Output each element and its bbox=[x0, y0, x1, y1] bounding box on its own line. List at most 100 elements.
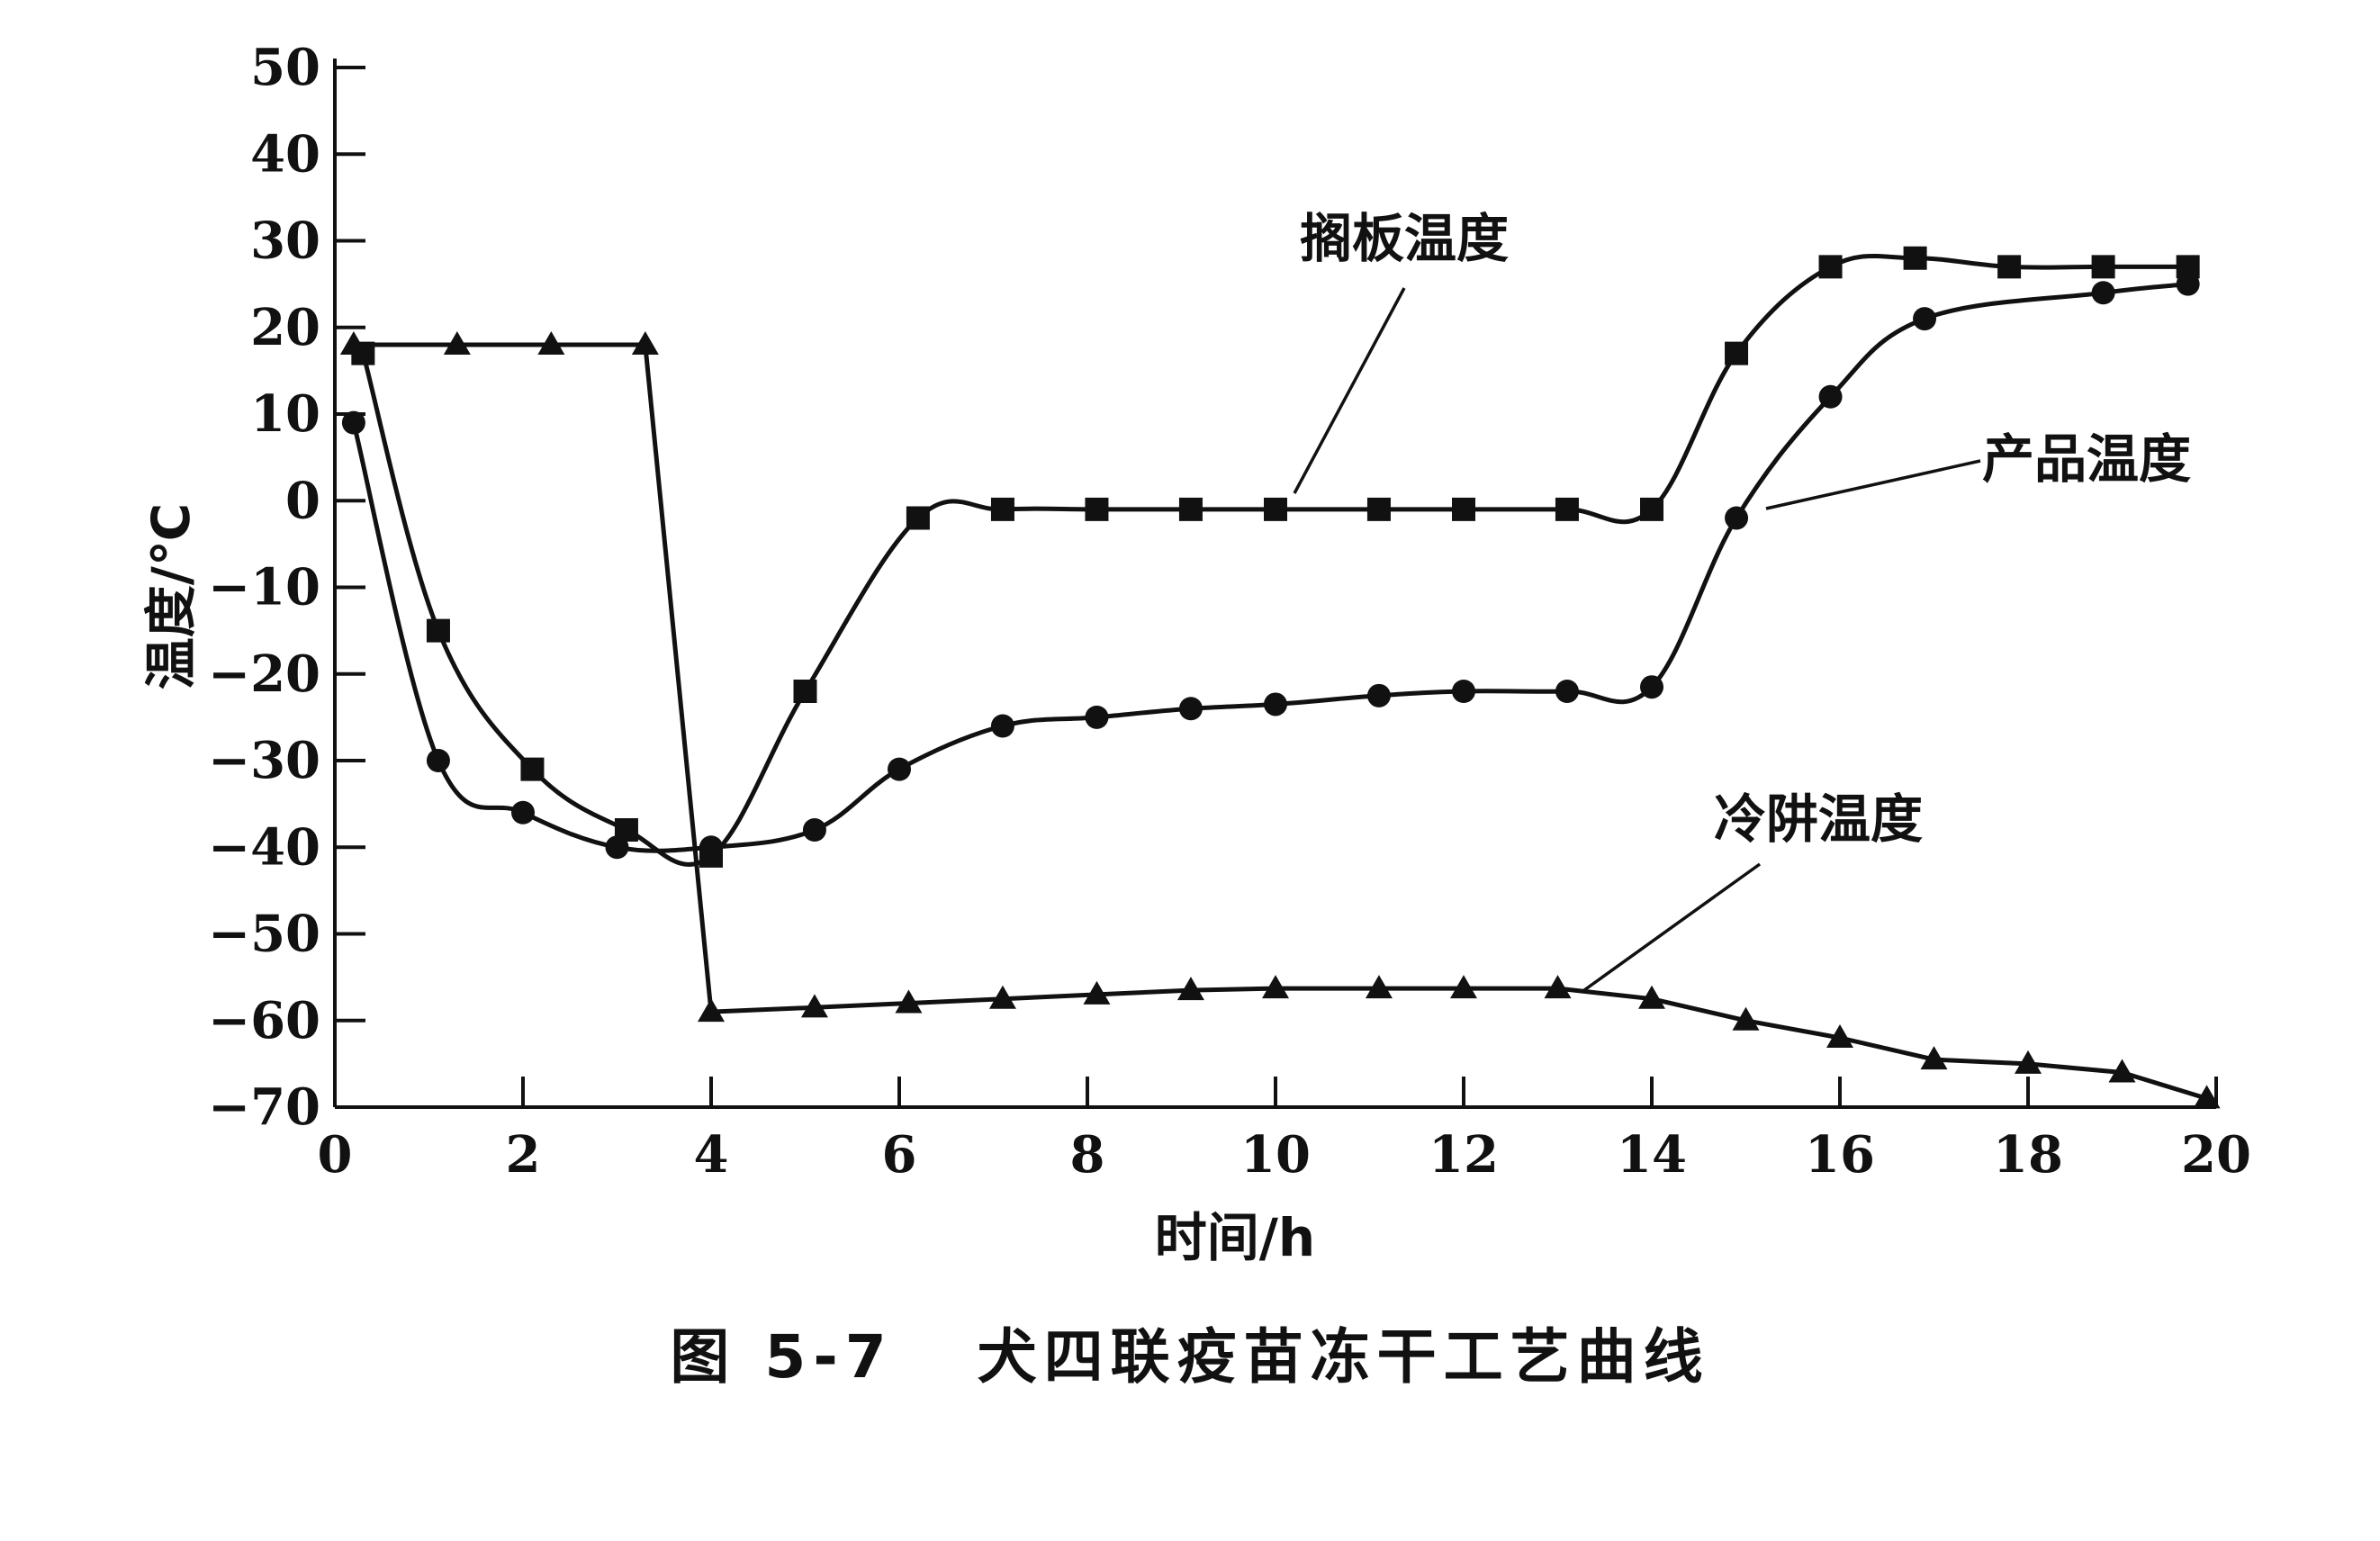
data-point-product bbox=[1555, 680, 1579, 703]
y-tick-label: −50 bbox=[208, 905, 320, 964]
y-axis-title: 温度/℃ bbox=[140, 503, 202, 689]
x-tick-label: 20 bbox=[2181, 1125, 2251, 1185]
annotation-label-cold-trap: 冷阱温度 bbox=[1714, 789, 1923, 850]
data-point-shelf bbox=[1555, 497, 1579, 521]
data-point-shelf bbox=[1452, 497, 1475, 521]
y-tick-label: −30 bbox=[208, 731, 320, 790]
data-point-cold-trap bbox=[631, 331, 659, 355]
data-point-shelf bbox=[1264, 497, 1287, 521]
data-point-cold-trap bbox=[1544, 975, 1572, 999]
data-point-product bbox=[511, 800, 535, 825]
data-point-shelf bbox=[1366, 497, 1391, 521]
data-point-cold-trap bbox=[537, 331, 565, 355]
data-point-product bbox=[2176, 272, 2200, 296]
data-point-cold-trap bbox=[2193, 1085, 2221, 1109]
data-point-cold-trap bbox=[1365, 975, 1393, 999]
data-point-cold-trap bbox=[1176, 977, 1204, 1001]
data-point-cold-trap bbox=[1450, 975, 1477, 999]
data-point-product bbox=[1452, 680, 1475, 703]
data-point-shelf bbox=[1997, 255, 2022, 279]
leader-line-shelf bbox=[1293, 287, 1406, 494]
data-point-cold-trap bbox=[339, 331, 367, 355]
data-point-product bbox=[341, 410, 365, 435]
data-point-shelf bbox=[1903, 246, 1927, 270]
x-tick-label: 16 bbox=[1805, 1125, 1875, 1185]
x-tick-label: 12 bbox=[1429, 1125, 1499, 1185]
data-point-cold-trap bbox=[1638, 985, 1665, 1009]
data-point-product bbox=[1085, 705, 1109, 729]
data-point-product bbox=[1366, 683, 1391, 707]
data-point-cold-trap bbox=[2015, 1050, 2042, 1074]
data-point-product bbox=[605, 835, 629, 860]
annotation-label-shelf: 搁板温度 bbox=[1300, 208, 1509, 269]
y-axis-title-group: 温度/℃ bbox=[140, 503, 202, 689]
data-point-shelf bbox=[520, 757, 545, 781]
data-point-shelf bbox=[793, 680, 817, 703]
x-tick-label: 18 bbox=[1993, 1125, 2063, 1185]
data-point-product bbox=[1913, 307, 1937, 331]
x-tick-label: 2 bbox=[506, 1125, 541, 1185]
figure-caption: 图 5-7 犬四联疫苗冻干工艺曲线 bbox=[670, 1322, 1709, 1392]
data-point-cold-trap bbox=[2108, 1059, 2136, 1083]
data-point-product bbox=[1818, 384, 1843, 409]
y-tick-label: 0 bbox=[285, 471, 320, 530]
y-tick-label: 10 bbox=[250, 384, 320, 444]
y-tick-label: −70 bbox=[208, 1077, 320, 1137]
data-point-shelf bbox=[990, 497, 1014, 521]
y-tick-label: 50 bbox=[250, 38, 320, 97]
leader-line-cold-trap bbox=[1582, 862, 1762, 992]
data-point-product bbox=[888, 757, 911, 781]
data-point-shelf bbox=[1640, 497, 1663, 521]
data-point-product bbox=[1725, 506, 1749, 530]
data-point-shelf bbox=[1178, 497, 1203, 521]
data-point-product bbox=[426, 749, 450, 772]
annotation-label-product: 产品温度 bbox=[1982, 428, 2191, 490]
data-point-cold-trap bbox=[1262, 975, 1289, 999]
data-point-product bbox=[2091, 281, 2115, 305]
leader-line-product bbox=[1765, 459, 1981, 510]
data-point-cold-trap bbox=[1920, 1046, 1948, 1070]
series-layer bbox=[339, 246, 2221, 1109]
x-axis-title: 时间/h bbox=[1155, 1207, 1315, 1268]
series-cold-trap bbox=[339, 331, 2221, 1109]
x-tick-label: 14 bbox=[1617, 1125, 1687, 1185]
x-tick-label: 8 bbox=[1070, 1125, 1105, 1185]
data-point-cold-trap bbox=[1826, 1024, 1853, 1048]
data-point-shelf bbox=[906, 506, 930, 530]
data-point-cold-trap bbox=[988, 985, 1016, 1009]
data-point-shelf bbox=[426, 618, 450, 643]
data-point-product bbox=[699, 835, 723, 860]
y-tick-label: 20 bbox=[250, 298, 320, 357]
data-point-product bbox=[1264, 692, 1287, 716]
data-point-cold-trap bbox=[895, 989, 923, 1014]
data-point-cold-trap bbox=[698, 998, 725, 1023]
y-tick-label: 30 bbox=[250, 212, 320, 271]
data-point-cold-trap bbox=[443, 331, 471, 355]
y-tick-label: −60 bbox=[208, 991, 320, 1050]
data-point-shelf bbox=[1725, 341, 1749, 365]
data-point-product bbox=[1178, 697, 1203, 721]
data-point-shelf bbox=[2091, 255, 2115, 279]
data-point-product bbox=[1640, 675, 1663, 699]
y-tick-label: −10 bbox=[208, 558, 320, 617]
y-tick-label: −40 bbox=[208, 817, 320, 877]
data-point-product bbox=[802, 818, 826, 842]
y-tick-label: −20 bbox=[208, 644, 320, 704]
data-point-cold-trap bbox=[1732, 1006, 1760, 1031]
x-tick-label: 10 bbox=[1240, 1125, 1311, 1185]
series-shelf bbox=[351, 246, 2200, 868]
data-point-cold-trap bbox=[1083, 980, 1111, 1005]
series-line-product bbox=[351, 282, 2191, 853]
data-point-cold-trap bbox=[800, 994, 828, 1018]
x-tick-label: 4 bbox=[694, 1125, 729, 1185]
axes-layer: −70 −60 −50 −40 −30 −20 −10 0 10 20 30 40 50 0 2 4 6 8 10 1… bbox=[208, 38, 2251, 1185]
x-tick-label: 0 bbox=[318, 1125, 353, 1185]
data-point-shelf bbox=[1818, 255, 1843, 279]
data-point-product bbox=[990, 714, 1014, 738]
data-point-shelf bbox=[1085, 497, 1109, 521]
y-tick-label: 40 bbox=[250, 124, 320, 184]
series-product bbox=[341, 272, 2200, 860]
